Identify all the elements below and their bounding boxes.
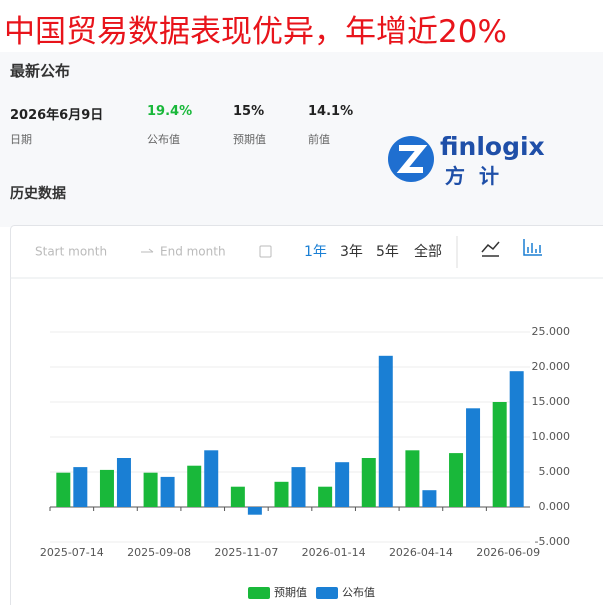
bar xyxy=(160,476,175,507)
line-chart-button[interactable] xyxy=(481,241,500,257)
forecast-value: 15% xyxy=(233,104,265,119)
latest-panel xyxy=(0,52,603,227)
bar-chart-button[interactable] xyxy=(523,239,542,256)
bar xyxy=(143,472,158,507)
bar xyxy=(466,408,481,507)
field-label: 前值 xyxy=(308,133,330,146)
bar xyxy=(422,490,437,507)
actual-value: 19.4% xyxy=(147,104,193,119)
y-tick-label: 20.000 xyxy=(532,360,571,373)
bar xyxy=(318,486,333,507)
legend-swatch xyxy=(248,587,270,599)
legend-swatch xyxy=(316,587,338,599)
range-button[interactable]: 1年 xyxy=(304,244,327,260)
end-month[interactable]: End month xyxy=(160,245,226,259)
headline: 中国贸易数据表现优异，年增近20% xyxy=(4,14,507,50)
y-tick-label: 5.000 xyxy=(539,465,571,478)
x-tick-label: 2025-07-14 xyxy=(40,546,104,559)
bar xyxy=(56,472,71,507)
bar xyxy=(73,467,88,507)
bar xyxy=(509,371,524,507)
legend-label: 公布值 xyxy=(342,586,375,599)
x-tick-label: 2026-04-14 xyxy=(389,546,453,559)
x-tick-label: 2026-01-14 xyxy=(302,546,366,559)
section-heading: 最新公布 xyxy=(10,62,71,80)
field-label: 预期值 xyxy=(233,133,266,146)
y-tick-label: 15.000 xyxy=(532,395,571,408)
y-tick-label: -5.000 xyxy=(535,535,570,548)
bar xyxy=(230,486,245,507)
bar xyxy=(99,469,114,507)
bar xyxy=(449,453,464,507)
range-arrow xyxy=(141,248,154,253)
bar xyxy=(204,450,219,507)
x-tick-label: 2026-06-09 xyxy=(476,546,540,559)
bar xyxy=(247,507,262,515)
field-label: 日期 xyxy=(10,133,32,146)
panel-border xyxy=(10,225,603,605)
release-date: 2026年6月9日 xyxy=(10,108,104,123)
section-heading: 历史数据 xyxy=(10,186,66,202)
bar xyxy=(335,462,350,507)
bar xyxy=(291,467,306,507)
legend-label: 预期值 xyxy=(274,586,307,599)
bar xyxy=(361,458,376,507)
chart-panel: Start month End month 1年 3年 5年 全部 -5.000… xyxy=(10,225,603,605)
range-button[interactable]: 3年 xyxy=(340,244,363,260)
logo-brand: finlogix xyxy=(440,132,545,161)
bar xyxy=(187,465,202,507)
field-label: 公布值 xyxy=(147,133,180,146)
y-tick-label: 10.000 xyxy=(532,430,571,443)
logo-icon xyxy=(388,136,434,182)
range-button[interactable]: 5年 xyxy=(376,244,399,260)
bar xyxy=(405,450,420,507)
start-month[interactable]: Start month xyxy=(35,245,107,259)
bar xyxy=(492,402,507,507)
logo-chinese: 方计 xyxy=(445,164,513,188)
x-tick-label: 2025-09-08 xyxy=(127,546,191,559)
y-tick-label: 25.000 xyxy=(532,325,571,338)
range-button[interactable]: 全部 xyxy=(414,243,442,260)
previous-value: 14.1% xyxy=(308,104,354,119)
calendar-icon[interactable] xyxy=(259,245,272,258)
bar xyxy=(274,481,289,507)
bar xyxy=(378,355,393,507)
bar xyxy=(116,458,131,507)
y-tick-label: 0.000 xyxy=(539,500,571,513)
x-tick-label: 2025-11-07 xyxy=(214,546,278,559)
